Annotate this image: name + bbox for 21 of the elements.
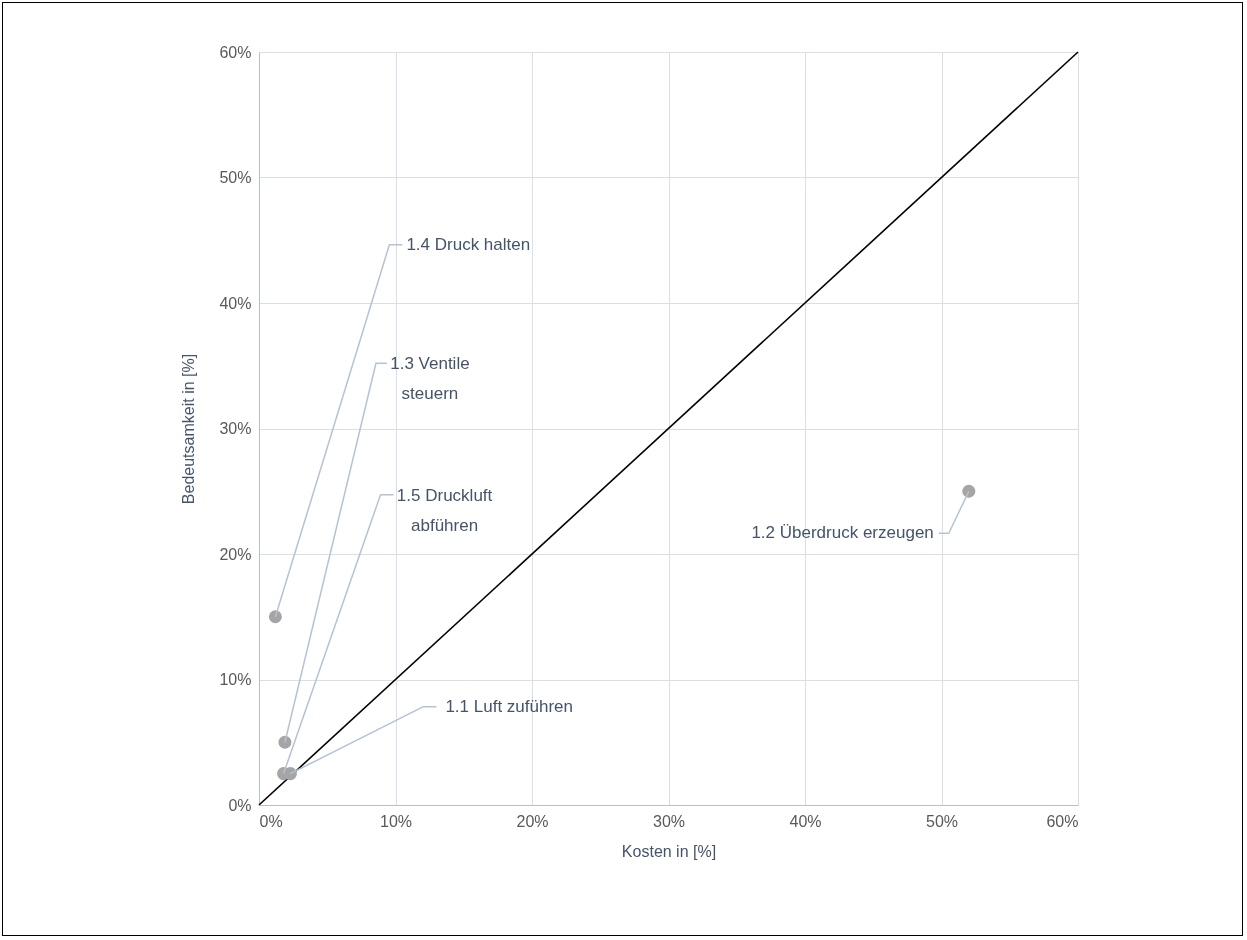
x-tick-label: 10% bbox=[379, 812, 413, 830]
annotation: 1.1 Luft zuführen bbox=[445, 696, 573, 716]
x-tick-label: 20% bbox=[516, 812, 549, 830]
x-tick-label: 60% bbox=[1046, 812, 1079, 830]
y-axis-title: Bedeutsamkeit in [%] bbox=[180, 353, 198, 505]
y-tick-label: 30% bbox=[219, 420, 252, 437]
x-axis-title: Kosten in [%] bbox=[621, 842, 717, 860]
annotation: 1.5 Druckluft abführen bbox=[396, 485, 493, 535]
x-tick-label: 50% bbox=[925, 812, 959, 830]
annotation: 1.4 Druck halten bbox=[406, 234, 531, 254]
y-tick-label: 10% bbox=[219, 671, 252, 688]
x-tick-label: 40% bbox=[789, 812, 822, 830]
y-tick-label: 20% bbox=[219, 545, 252, 563]
y-tick-label: 0% bbox=[228, 796, 252, 814]
annotation: 1.3 Ventile steuern bbox=[390, 354, 470, 404]
y-tick-label: 60% bbox=[219, 43, 252, 61]
y-tick-label: 50% bbox=[219, 169, 252, 186]
annotation: 1.2 Überdruck erzeugen bbox=[751, 523, 934, 543]
y-tick-label: 40% bbox=[219, 294, 252, 312]
x-tick-label: 30% bbox=[652, 812, 686, 830]
x-tick-label: 0% bbox=[259, 812, 283, 830]
